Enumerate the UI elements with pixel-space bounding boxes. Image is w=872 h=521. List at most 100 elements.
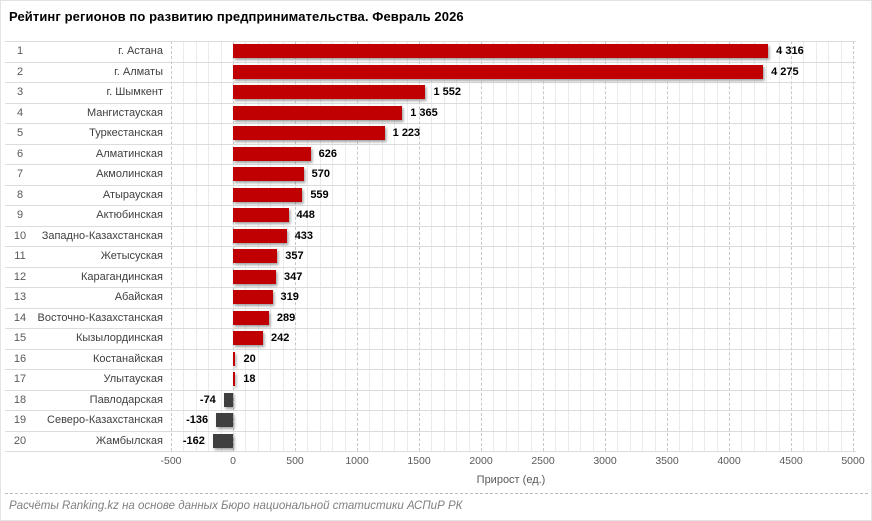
value-label: 1 552: [433, 86, 461, 98]
bar-positive: [233, 167, 304, 182]
region-label: г. Шымкент: [106, 86, 164, 98]
rank-label: 6: [16, 147, 24, 160]
x-axis-tick: 5000: [841, 455, 865, 467]
bar-positive: [233, 331, 263, 346]
row-separator: [5, 369, 856, 370]
rank-label: 20: [13, 434, 27, 447]
x-axis-tick: 0: [230, 455, 236, 467]
row-separator: [5, 451, 856, 452]
row-separator: [5, 184, 856, 186]
value-label: 289: [276, 311, 296, 324]
footer-note: Расчёты Ranking.kz на основе данных Бюро…: [9, 500, 463, 512]
row-separator: [5, 287, 856, 288]
region-label: Туркестанская: [89, 127, 163, 139]
bar-positive: [233, 290, 273, 305]
bar-positive: [233, 187, 303, 202]
value-label: 559: [310, 188, 329, 201]
row-separator: [5, 225, 856, 227]
rank-label: 10: [13, 229, 27, 242]
region-label: Жамбылская: [95, 434, 163, 447]
value-label: 433: [294, 229, 314, 242]
x-axis-tick: 4000: [717, 455, 741, 467]
value-label: 319: [280, 291, 299, 303]
value-label: -162: [182, 434, 205, 447]
rank-label: 2: [16, 65, 24, 78]
region-label: Восточно-Казахстанская: [37, 311, 163, 324]
rank-label: 11: [14, 250, 26, 262]
value-label: 626: [318, 147, 337, 160]
region-label: Актюбинская: [96, 209, 163, 221]
value-label: 1 365: [410, 106, 438, 119]
bar-negative: [216, 413, 233, 428]
region-label: Костанайская: [92, 352, 163, 365]
region-label: Северо-Казахстанская: [47, 414, 163, 426]
value-label: 4 316: [776, 45, 804, 57]
row-separator: [5, 389, 856, 391]
rank-label: 9: [16, 209, 24, 221]
rank-label: 8: [16, 188, 24, 201]
chart-title: Рейтинг регионов по развитию предпринима…: [9, 9, 464, 24]
row-separator: [5, 410, 856, 411]
bar-positive: [233, 269, 277, 284]
value-label: 242: [271, 332, 290, 344]
region-label: Западно-Казахстанская: [41, 229, 163, 242]
rank-label: 12: [13, 270, 27, 283]
row-separator: [5, 246, 856, 247]
x-axis-title: Прирост (ед.): [476, 474, 546, 486]
footer-divider: [5, 493, 868, 494]
region-label: Улытауская: [103, 373, 164, 385]
rank-label: 14: [13, 311, 27, 324]
bar-positive: [233, 105, 403, 120]
region-label: Павлодарская: [89, 393, 163, 406]
rank-label: 5: [16, 127, 24, 139]
bar-negative: [223, 392, 233, 407]
value-label: 347: [284, 270, 303, 283]
rank-label: 3: [16, 86, 24, 98]
region-label: Кызылординская: [75, 332, 163, 344]
region-label: Карагандинская: [81, 270, 163, 283]
value-label: 448: [296, 209, 315, 221]
x-axis-tick: 2500: [531, 455, 555, 467]
rank-label: 18: [13, 393, 27, 406]
row-separator: [5, 307, 856, 309]
row-separator: [5, 266, 856, 268]
bar-positive: [233, 44, 769, 59]
value-label: 570: [311, 168, 331, 180]
row-separator: [5, 123, 856, 124]
rank-label: 7: [16, 168, 24, 180]
row-separator: [5, 328, 856, 329]
row-separator: [5, 61, 856, 63]
region-label: Жетысуская: [100, 250, 163, 262]
region-label: Акмолинская: [96, 168, 163, 180]
bar-positive: [233, 126, 385, 141]
bar-positive: [233, 372, 236, 387]
x-axis-tick: -500: [160, 455, 182, 467]
bar-positive: [233, 351, 236, 366]
region-label: Атырауская: [102, 188, 163, 201]
rank-label: 16: [13, 352, 27, 365]
value-label: -74: [199, 393, 216, 406]
x-axis-tick: 2000: [469, 455, 493, 467]
x-axis-tick: 1000: [345, 455, 369, 467]
rank-label: 1: [16, 45, 24, 57]
bar-positive: [233, 228, 287, 243]
bar-positive: [233, 310, 269, 325]
bar-positive: [233, 85, 426, 100]
row-separator: [5, 348, 856, 350]
region-label: г. Астана: [118, 45, 163, 57]
region-label: Абайская: [114, 291, 163, 303]
region-label: Алматинская: [95, 147, 163, 160]
row-separator: [5, 164, 856, 165]
row-separator: [5, 205, 856, 206]
x-axis-tick: 3500: [655, 455, 679, 467]
rank-label: 4: [16, 106, 24, 119]
value-label: -136: [186, 414, 209, 426]
x-axis-tick: 3000: [593, 455, 617, 467]
row-separator: [5, 102, 856, 104]
value-label: 357: [285, 250, 304, 262]
rank-label: 17: [13, 373, 27, 385]
value-label: 18: [243, 373, 256, 385]
row-separator: [5, 430, 856, 432]
x-axis-tick: 4500: [779, 455, 803, 467]
